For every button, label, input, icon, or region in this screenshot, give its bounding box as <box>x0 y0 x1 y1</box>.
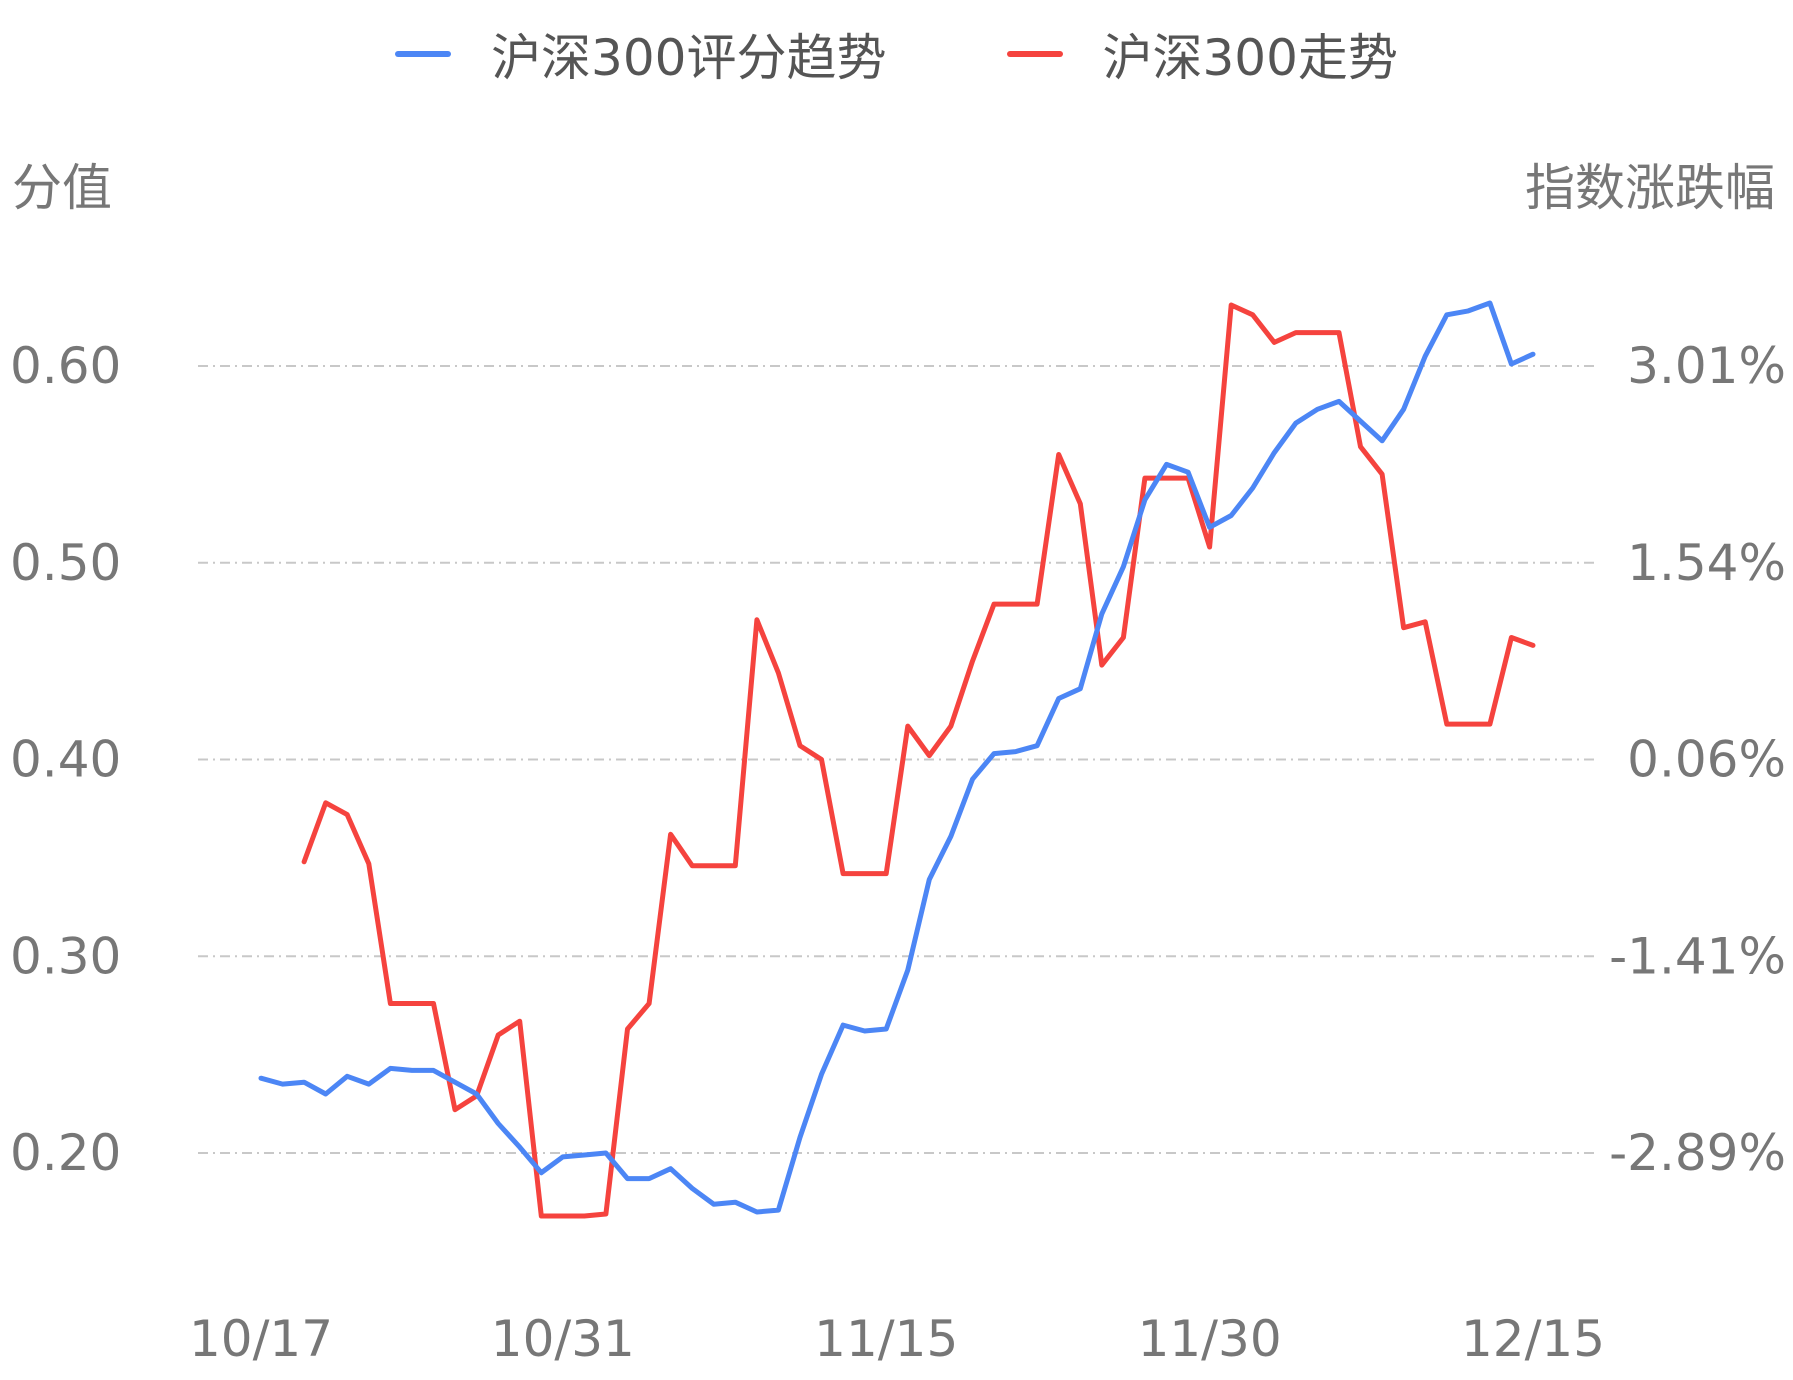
x-tick-layer: 10/17 10/31 11/15 11/30 12/15 <box>189 1310 1605 1368</box>
right-tick-label: 1.54% <box>1627 534 1786 592</box>
x-tick-label: 12/15 <box>1461 1310 1605 1368</box>
x-tick-label: 11/30 <box>1138 1310 1282 1368</box>
legend-item-index[interactable]: 沪深300走势 <box>1006 18 1398 90</box>
series-line-index <box>301 302 1536 1219</box>
grid-layer <box>198 365 1598 1154</box>
right-tick-label: 3.01% <box>1627 337 1786 395</box>
legend: 沪深300评分趋势 沪深300走势 <box>0 18 1793 90</box>
right-tick-label: 0.06% <box>1627 731 1786 789</box>
right-tick-label: -1.41% <box>1609 927 1786 985</box>
right-tick-layer: 3.01% 1.54% 0.06% -1.41% -2.89% <box>1609 337 1786 1182</box>
legend-swatch-score <box>395 51 452 57</box>
legend-swatch-index <box>1006 51 1063 57</box>
x-tick-label: 11/15 <box>814 1310 958 1368</box>
series-line-score <box>258 300 1536 1215</box>
series-layer <box>258 300 1536 1219</box>
x-tick-label: 10/31 <box>491 1310 635 1368</box>
legend-label-score: 沪深300评分趋势 <box>491 29 887 87</box>
left-axis-title: 分值 <box>12 159 112 217</box>
left-tick-label: 0.20 <box>10 1124 121 1182</box>
right-axis-title: 指数涨跌幅 <box>1525 159 1775 217</box>
left-tick-label: 0.40 <box>10 731 121 789</box>
legend-label-index: 沪深300走势 <box>1102 29 1398 87</box>
legend-item-score[interactable]: 沪深300评分趋势 <box>395 18 887 90</box>
left-tick-label: 0.30 <box>10 927 121 985</box>
left-tick-label: 0.60 <box>10 337 121 395</box>
x-tick-label: 10/17 <box>189 1310 333 1368</box>
left-tick-layer: 0.60 0.50 0.40 0.30 0.20 <box>10 337 121 1182</box>
left-tick-label: 0.50 <box>10 534 121 592</box>
right-tick-label: -2.89% <box>1609 1124 1786 1182</box>
